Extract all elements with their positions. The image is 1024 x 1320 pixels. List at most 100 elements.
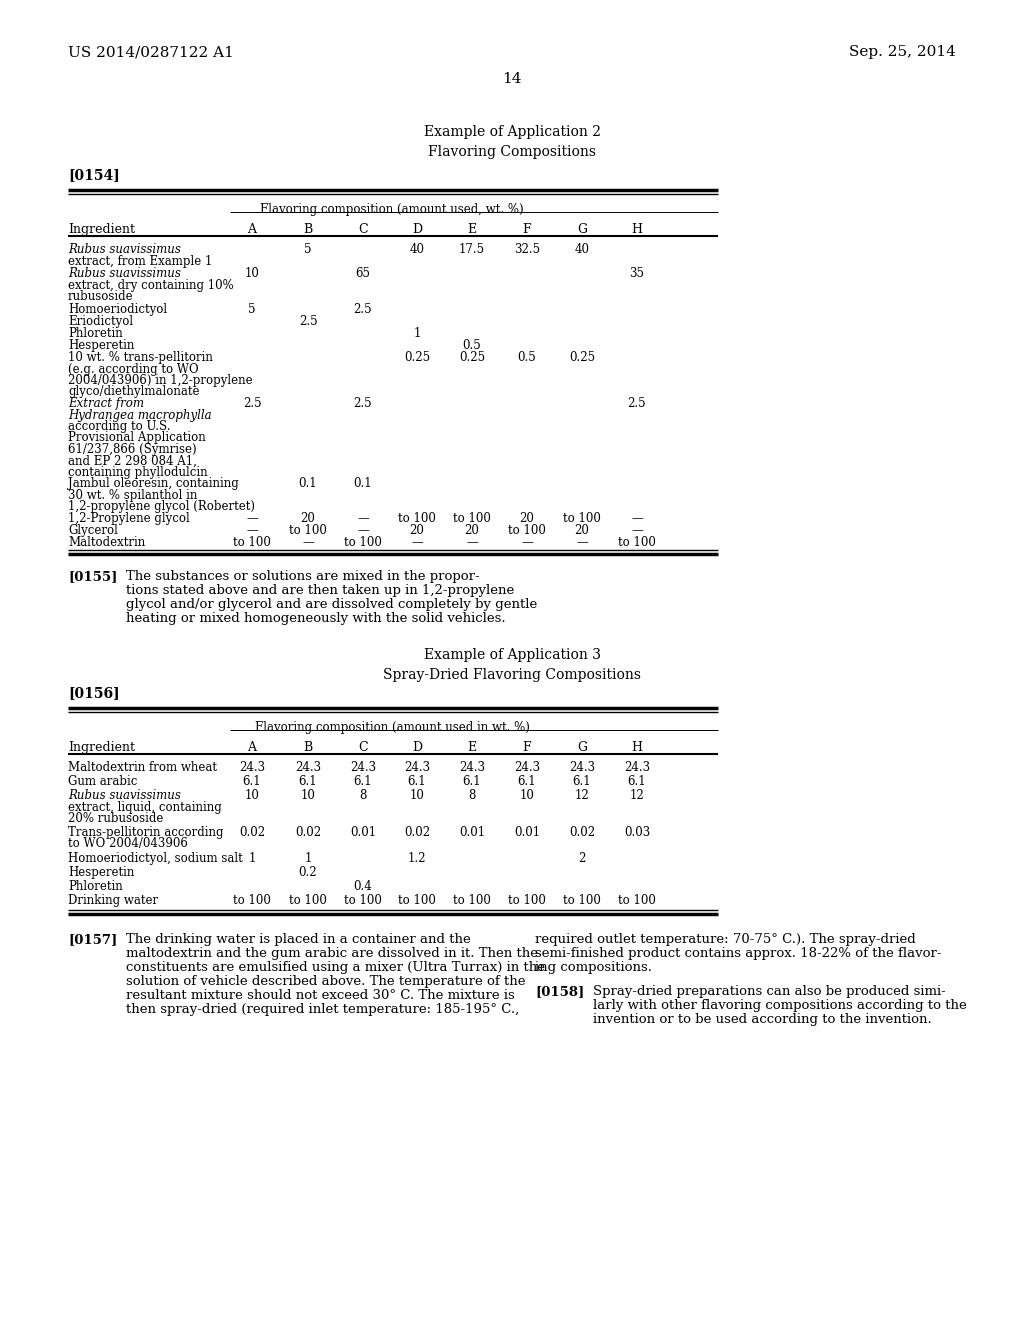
Text: required outlet temperature: 70-75° C.). The spray-dried: required outlet temperature: 70-75° C.).… [535,933,915,946]
Text: Provisional Application: Provisional Application [68,432,206,445]
Text: —: — [631,512,643,525]
Text: —: — [577,536,588,549]
Text: 24.3: 24.3 [295,762,322,774]
Text: 6.1: 6.1 [518,775,537,788]
Text: Sep. 25, 2014: Sep. 25, 2014 [849,45,956,59]
Text: Flavoring composition (amount used in wt. %): Flavoring composition (amount used in wt… [255,721,529,734]
Text: 6.1: 6.1 [299,775,317,788]
Text: (e.g. according to WO: (e.g. according to WO [68,363,199,375]
Text: 0.03: 0.03 [624,826,650,840]
Text: then spray-dried (required inlet temperature: 185-195° C.,: then spray-dried (required inlet tempera… [126,1003,519,1016]
Text: Hesperetin: Hesperetin [68,339,134,352]
Text: 0.4: 0.4 [353,880,373,894]
Text: Rubus suavissimus: Rubus suavissimus [68,789,181,803]
Text: Flavoring Compositions: Flavoring Compositions [428,145,596,158]
Text: 24.3: 24.3 [459,762,485,774]
Text: 6.1: 6.1 [572,775,591,788]
Text: —: — [466,536,478,549]
Text: Hydrangea macrophylla: Hydrangea macrophylla [68,408,212,421]
Text: 20: 20 [574,524,590,537]
Text: 61/237,866 (Symrise): 61/237,866 (Symrise) [68,444,197,455]
Text: extract, from Example 1: extract, from Example 1 [68,255,212,268]
Text: ing compositions.: ing compositions. [535,961,652,974]
Text: 35: 35 [630,267,644,280]
Text: Example of Application 3: Example of Application 3 [424,648,600,663]
Text: 12: 12 [574,789,590,803]
Text: 0.25: 0.25 [569,351,595,364]
Text: tions stated above and are then taken up in 1,2-propylene: tions stated above and are then taken up… [126,583,514,597]
Text: 1,2-Propylene glycol: 1,2-Propylene glycol [68,512,189,525]
Text: Extract from: Extract from [68,397,144,411]
Text: 65: 65 [355,267,371,280]
Text: 2.5: 2.5 [299,315,317,327]
Text: heating or mixed homogeneously with the solid vehicles.: heating or mixed homogeneously with the … [126,612,506,624]
Text: 40: 40 [574,243,590,256]
Text: 0.01: 0.01 [459,826,485,840]
Text: D: D [412,741,422,754]
Text: Homoeriodictyol, sodium salt: Homoeriodictyol, sodium salt [68,851,243,865]
Text: 0.02: 0.02 [295,826,322,840]
Text: Rubus suavissimus: Rubus suavissimus [68,267,181,280]
Text: Drinking water: Drinking water [68,894,158,907]
Text: 5: 5 [304,243,311,256]
Text: 10: 10 [301,789,315,803]
Text: 2.5: 2.5 [353,397,373,411]
Text: —: — [302,536,314,549]
Text: to 100: to 100 [398,512,436,525]
Text: The substances or solutions are mixed in the propor-: The substances or solutions are mixed in… [126,570,479,583]
Text: 32.5: 32.5 [514,243,540,256]
Text: 17.5: 17.5 [459,243,485,256]
Text: 6.1: 6.1 [628,775,646,788]
Text: 0.5: 0.5 [463,339,481,352]
Text: —: — [631,524,643,537]
Text: 2004/043906) in 1,2-propylene: 2004/043906) in 1,2-propylene [68,374,253,387]
Text: 2.5: 2.5 [628,397,646,411]
Text: rubusoside: rubusoside [68,290,133,304]
Text: extract, dry containing 10%: extract, dry containing 10% [68,279,233,292]
Text: 20: 20 [410,524,424,537]
Text: Spray-dried preparations can also be produced simi-: Spray-dried preparations can also be pro… [593,985,946,998]
Text: 0.01: 0.01 [514,826,540,840]
Text: 5: 5 [248,304,256,315]
Text: Maltodextrin: Maltodextrin [68,536,145,549]
Text: invention or to be used according to the invention.: invention or to be used according to the… [593,1012,932,1026]
Text: D: D [412,223,422,236]
Text: 1.2: 1.2 [408,851,426,865]
Text: —: — [246,524,258,537]
Text: Spray-Dried Flavoring Compositions: Spray-Dried Flavoring Compositions [383,668,641,682]
Text: 14: 14 [502,73,522,86]
Text: [0157]: [0157] [68,933,118,946]
Text: Eriodictyol: Eriodictyol [68,315,133,327]
Text: [0158]: [0158] [535,985,585,998]
Text: A: A [248,741,256,754]
Text: to 100: to 100 [344,894,382,907]
Text: to 100: to 100 [233,536,271,549]
Text: 0.02: 0.02 [239,826,265,840]
Text: —: — [246,512,258,525]
Text: to 100: to 100 [453,512,490,525]
Text: H: H [632,741,642,754]
Text: 20: 20 [465,524,479,537]
Text: Ingredient: Ingredient [68,223,135,236]
Text: 24.3: 24.3 [350,762,376,774]
Text: C: C [358,223,368,236]
Text: 1: 1 [414,327,421,341]
Text: to 100: to 100 [289,524,327,537]
Text: 0.02: 0.02 [403,826,430,840]
Text: F: F [522,223,531,236]
Text: Hesperetin: Hesperetin [68,866,134,879]
Text: —: — [411,536,423,549]
Text: 2.5: 2.5 [353,304,373,315]
Text: extract, liquid, containing: extract, liquid, containing [68,800,222,813]
Text: C: C [358,741,368,754]
Text: B: B [303,741,312,754]
Text: larly with other flavoring compositions according to the: larly with other flavoring compositions … [593,999,967,1012]
Text: Jambul oleoresin, containing: Jambul oleoresin, containing [68,477,239,490]
Text: to 100: to 100 [453,894,490,907]
Text: to 100: to 100 [508,894,546,907]
Text: 20: 20 [519,512,535,525]
Text: 6.1: 6.1 [463,775,481,788]
Text: —: — [357,524,369,537]
Text: 6.1: 6.1 [408,775,426,788]
Text: 0.1: 0.1 [299,477,317,490]
